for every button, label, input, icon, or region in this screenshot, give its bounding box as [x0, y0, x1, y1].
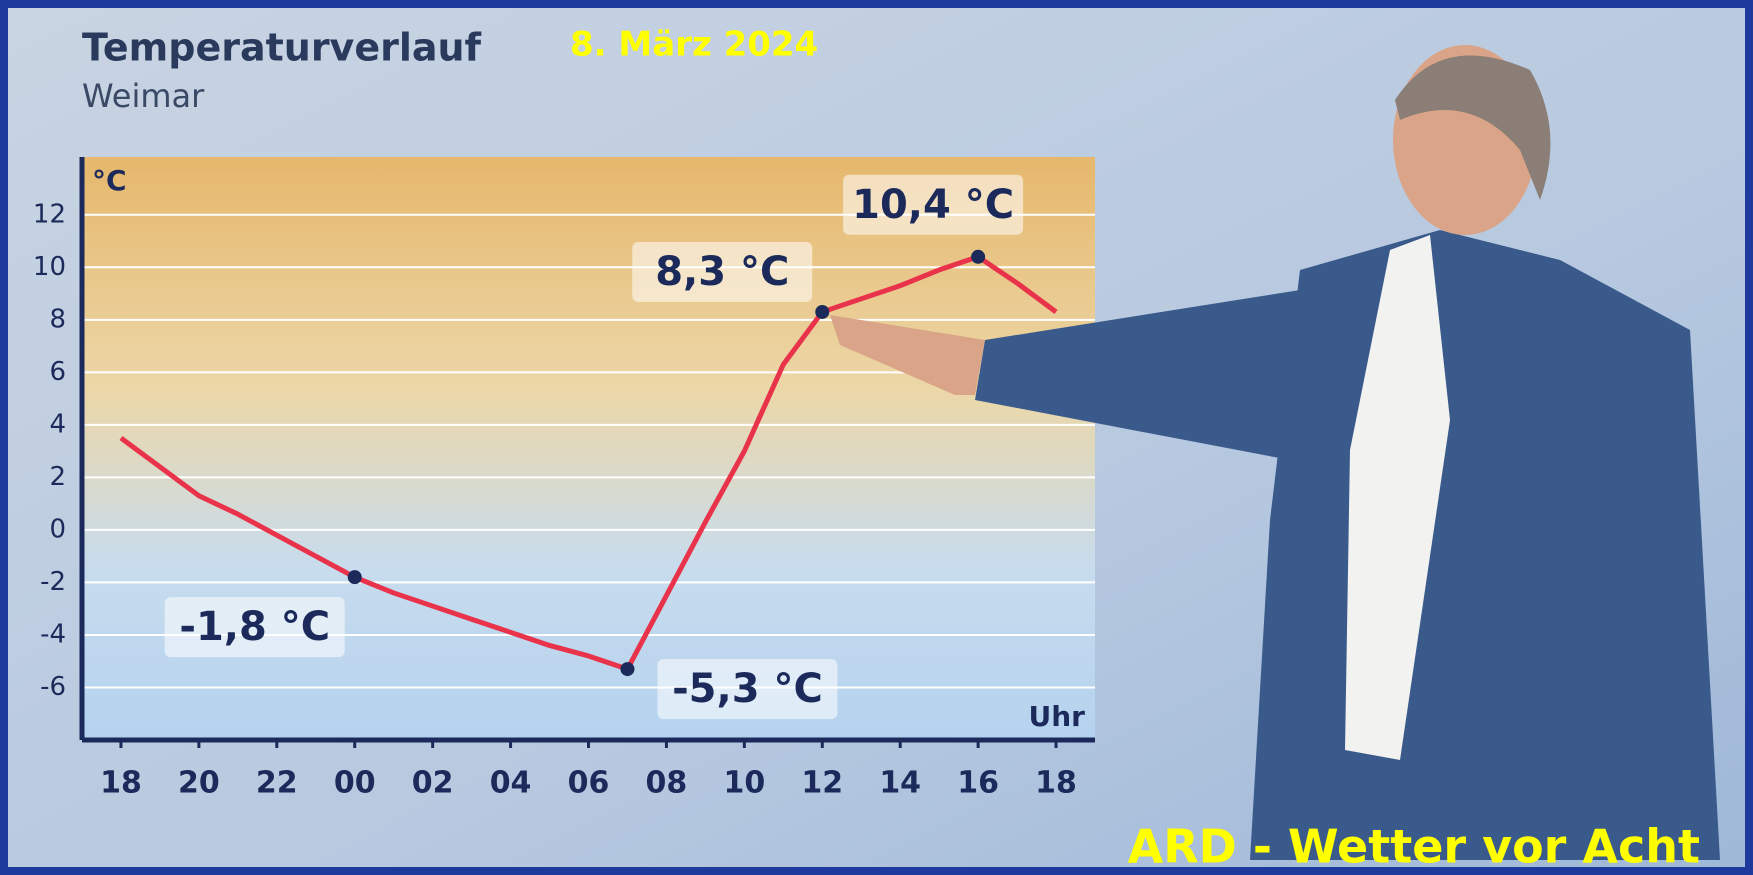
y-tick-label: 10: [33, 252, 66, 282]
x-tick-label: 18: [100, 766, 142, 801]
y-tick-label: -6: [40, 672, 66, 702]
y-tick-label: 2: [49, 462, 66, 492]
x-tick-label: 12: [801, 766, 843, 801]
y-unit: °C: [92, 164, 127, 197]
label-box: [632, 241, 813, 302]
data-label: 8,3 °C: [655, 249, 789, 295]
presenter: [830, 45, 1720, 860]
x-tick-label: 02: [412, 766, 454, 801]
caption: ARD - Wetter vor Acht: [1128, 820, 1700, 874]
y-tick-label: 8: [49, 304, 66, 334]
y-tick-label: 12: [33, 199, 66, 229]
x-tick-label: 18: [1035, 766, 1077, 801]
y-tick-label: 6: [49, 357, 66, 387]
highlight-dot: [347, 570, 362, 585]
temperature-line: [119, 254, 1058, 672]
x-tick-label: 04: [490, 766, 532, 801]
date: 8. März 2024: [570, 25, 818, 65]
x-tick-label: 20: [178, 766, 220, 801]
title: Temperaturverlauf: [82, 26, 482, 70]
y-tick-label: 0: [49, 514, 66, 544]
x-unit: Uhr: [1029, 700, 1086, 733]
y-tick-label: 4: [49, 409, 66, 439]
x-tick-label: 00: [334, 766, 376, 801]
x-tick-label: 06: [568, 766, 610, 801]
label-box: [164, 597, 345, 658]
highlight-dot: [971, 249, 986, 264]
highlight-dot: [620, 662, 635, 677]
label-box: [657, 659, 838, 720]
label-box: [843, 174, 1024, 235]
x-tick-label: 22: [256, 766, 298, 801]
data-label: -1,8 °C: [179, 604, 330, 650]
subtitle: Weimar: [82, 77, 205, 115]
highlight-dot: [815, 304, 830, 319]
data-label: -5,3 °C: [672, 666, 823, 712]
x-tick-label: 14: [879, 766, 921, 801]
data-label: 10,4 °C: [852, 182, 1014, 228]
y-tick-label: -4: [40, 619, 66, 649]
x-tick-label: 16: [957, 766, 999, 801]
x-tick-label: 10: [723, 766, 765, 801]
y-tick-label: -2: [40, 567, 66, 597]
x-tick-label: 08: [646, 766, 688, 801]
